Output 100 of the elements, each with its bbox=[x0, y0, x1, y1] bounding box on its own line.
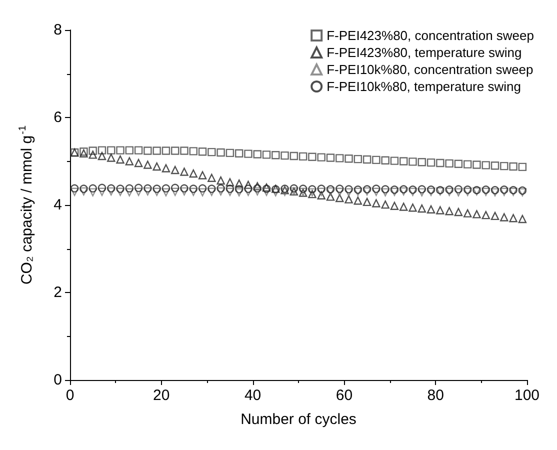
point bbox=[326, 154, 335, 162]
point bbox=[198, 171, 207, 180]
point bbox=[463, 160, 472, 168]
point bbox=[144, 160, 152, 169]
point bbox=[326, 187, 335, 196]
point bbox=[500, 186, 508, 194]
y-axis-title: CO₂ capacity / mmol g-1 bbox=[18, 125, 36, 285]
point bbox=[518, 214, 527, 224]
point bbox=[344, 188, 353, 196]
point bbox=[253, 182, 262, 190]
point bbox=[490, 212, 500, 220]
point bbox=[116, 155, 124, 164]
point bbox=[180, 146, 188, 155]
point bbox=[317, 184, 326, 193]
point bbox=[336, 188, 344, 196]
point bbox=[180, 168, 188, 176]
point bbox=[362, 187, 372, 196]
point bbox=[500, 213, 508, 222]
point bbox=[253, 184, 262, 192]
point bbox=[144, 184, 152, 192]
point bbox=[88, 150, 97, 159]
point bbox=[208, 148, 216, 156]
point bbox=[98, 184, 106, 192]
point bbox=[70, 188, 79, 196]
point bbox=[454, 160, 463, 168]
point bbox=[381, 156, 390, 164]
point bbox=[482, 186, 490, 194]
point bbox=[234, 179, 244, 188]
point bbox=[372, 199, 380, 208]
point bbox=[400, 202, 408, 211]
point bbox=[344, 195, 353, 204]
point bbox=[454, 185, 463, 194]
point bbox=[436, 206, 444, 214]
point bbox=[426, 205, 436, 214]
point bbox=[463, 209, 472, 218]
point bbox=[490, 162, 500, 170]
point bbox=[408, 158, 417, 166]
point bbox=[107, 184, 116, 192]
point bbox=[88, 188, 97, 196]
point bbox=[152, 188, 161, 196]
point bbox=[226, 178, 234, 186]
point bbox=[253, 150, 262, 158]
legend-label: F-PEI10k%80, concentration sweep bbox=[326, 62, 534, 77]
point bbox=[463, 186, 472, 194]
point bbox=[509, 214, 518, 222]
point bbox=[171, 188, 180, 196]
point bbox=[426, 158, 436, 167]
point bbox=[88, 184, 97, 192]
point bbox=[518, 162, 527, 172]
point bbox=[418, 188, 426, 196]
point bbox=[152, 146, 161, 155]
y-tick-label: 6 bbox=[54, 109, 62, 126]
point bbox=[472, 160, 481, 169]
point bbox=[198, 148, 207, 156]
point bbox=[189, 184, 198, 193]
point bbox=[518, 186, 527, 195]
point bbox=[317, 153, 326, 162]
point bbox=[116, 188, 124, 196]
point bbox=[162, 146, 170, 155]
point bbox=[372, 188, 380, 196]
point bbox=[372, 184, 380, 193]
point bbox=[189, 147, 198, 156]
point bbox=[381, 200, 390, 209]
point bbox=[336, 154, 344, 162]
y-tick-label: 8 bbox=[54, 22, 62, 38]
point bbox=[98, 146, 106, 154]
point bbox=[482, 210, 490, 220]
point bbox=[216, 176, 225, 185]
point bbox=[198, 188, 207, 196]
point bbox=[390, 202, 399, 210]
point bbox=[162, 188, 170, 196]
point bbox=[162, 184, 170, 192]
y-tick-label: 4 bbox=[54, 196, 62, 214]
point bbox=[344, 185, 353, 194]
point bbox=[418, 185, 426, 194]
point bbox=[116, 146, 124, 154]
point bbox=[98, 188, 106, 196]
point bbox=[234, 185, 244, 194]
point bbox=[418, 204, 426, 213]
point bbox=[354, 186, 362, 194]
point bbox=[336, 184, 344, 193]
y-tick-label: 0 bbox=[54, 372, 62, 388]
point bbox=[426, 186, 436, 194]
point bbox=[272, 188, 280, 196]
point bbox=[362, 185, 372, 194]
point bbox=[216, 184, 225, 192]
x-tick-label: 60 bbox=[336, 387, 353, 404]
point bbox=[500, 162, 508, 170]
point bbox=[198, 184, 207, 192]
point bbox=[244, 188, 252, 196]
point bbox=[226, 188, 234, 196]
legend-label: F-PEI10k%80, temperature swing bbox=[326, 79, 521, 94]
point bbox=[317, 188, 326, 196]
point bbox=[216, 148, 225, 157]
x-tick-label: 100 bbox=[514, 387, 540, 404]
point bbox=[509, 162, 518, 171]
point bbox=[107, 187, 116, 196]
y-tick-label: 2 bbox=[54, 284, 62, 301]
point bbox=[326, 185, 335, 194]
point bbox=[454, 208, 463, 216]
